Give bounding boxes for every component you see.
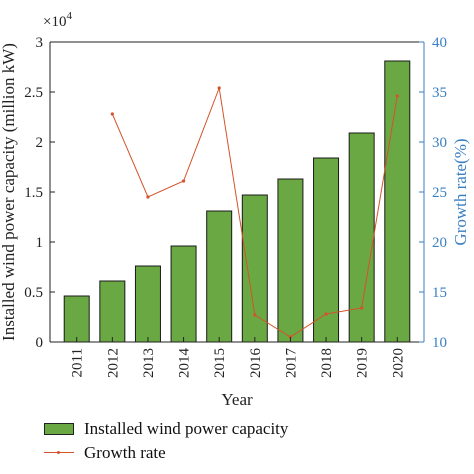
chart: 0 0.5 1 1.5 2 2.5 3 10 15 20 25 30 35 40 2011 2012 2013 2… (0, 10, 470, 409)
x-tick-label-2020: 2020 (390, 348, 406, 378)
y-right-tick-label-25: 25 (432, 185, 447, 201)
legend: Installed wind power capacity Growth rat… (44, 418, 464, 468)
legend-item-growth: Growth rate (44, 442, 166, 464)
legend-swatch-bar (44, 423, 74, 435)
y-tick-label-1: 1 (36, 235, 44, 251)
legend-swatch-line (44, 447, 74, 459)
legend-item-capacity: Installed wind power capacity (44, 418, 288, 440)
bar-2014 (170, 245, 197, 343)
x-axis-label: Year (221, 390, 253, 409)
ticks-group: 0 0.5 1 1.5 2 2.5 3 10 15 20 25 30 35 40 2011 2012 2013 2… (24, 35, 447, 378)
growth-point-2016 (253, 313, 257, 317)
bar-2017 (277, 178, 304, 343)
x-tick-label-2017: 2017 (283, 348, 299, 379)
y-axis-label: Installed wind power capacity (million k… (0, 43, 18, 341)
y-tick-label-0.5: 0.5 (24, 285, 43, 301)
x-tick-label-2018: 2018 (319, 348, 335, 378)
y-right-tick-label-10: 10 (432, 335, 447, 351)
bar-2019 (348, 132, 375, 343)
growth-point-2020 (395, 94, 399, 98)
y-axis-right-label: Growth rate(%) (451, 138, 470, 245)
bar-2020 (384, 60, 411, 343)
y-tick-label-0: 0 (36, 335, 44, 351)
x-tick-label-2014: 2014 (177, 348, 193, 379)
bars-group (63, 60, 411, 343)
x-tick-label-2011: 2011 (70, 348, 86, 377)
bar-2011 (63, 295, 90, 343)
growth-point-2013 (146, 195, 150, 199)
y-tick-label-3: 3 (36, 35, 44, 51)
x-tick-label-2016: 2016 (248, 348, 264, 379)
bar-2012 (99, 280, 126, 343)
legend-label-capacity: Installed wind power capacity (84, 419, 289, 438)
x-tick-label-2015: 2015 (212, 348, 228, 378)
growth-point-2012 (110, 112, 114, 116)
growth-line-group (110, 86, 399, 339)
growth-point-2014 (181, 179, 186, 183)
growth-point-2018 (324, 312, 328, 316)
x-tick-label-2013: 2013 (141, 348, 157, 378)
y-tick-label-1.5: 1.5 (24, 185, 43, 201)
growth-point-2019 (360, 306, 364, 310)
bar-2018 (313, 157, 340, 343)
y-tick-label-2.5: 2.5 (24, 85, 43, 101)
y-tick-label-2: 2 (36, 135, 44, 151)
bar-2015 (206, 210, 233, 343)
bar-2016 (241, 194, 268, 343)
growth-point-2015 (217, 86, 221, 90)
y-right-tick-label-30: 30 (432, 135, 447, 151)
y-right-tick-label-35: 35 (432, 85, 447, 101)
y-right-tick-label-15: 15 (432, 285, 447, 301)
x-tick-label-2012: 2012 (105, 348, 121, 378)
bar-2013 (134, 265, 161, 343)
y-right-tick-label-20: 20 (432, 235, 447, 251)
legend-label-growth: Growth rate (84, 443, 166, 462)
y-right-tick-label-40: 40 (432, 35, 447, 51)
x-tick-label-2019: 2019 (355, 348, 371, 378)
y-multiplier: ×104 (43, 10, 72, 30)
